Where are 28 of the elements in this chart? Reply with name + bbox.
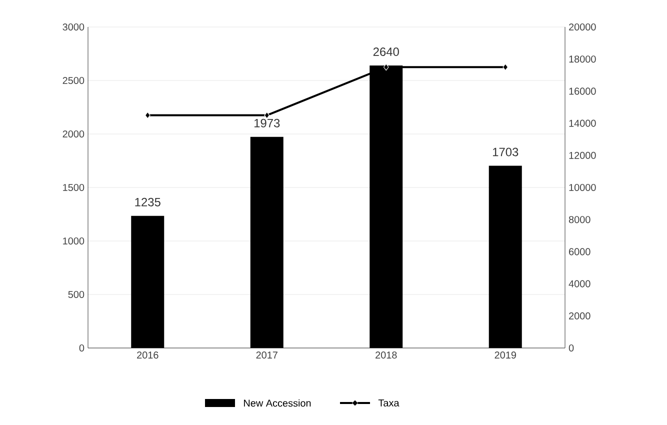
legend-label: Taxa [378,400,400,406]
data-label: 2640 [373,48,399,56]
data-label: 1703 [492,148,518,156]
y-tick-label: 2000 [62,130,84,138]
x-tick-label: 2017 [256,352,278,359]
x-tick-label: 2019 [494,352,516,359]
data-label: 1973 [254,118,280,128]
x-tick-label: 2016 [137,352,158,359]
y-tick-label: 3000 [62,23,84,31]
y2-tick-label: 14000 [569,120,596,127]
x-tick-label: 2018 [376,352,397,359]
y2-tick-label: 0 [568,344,574,352]
y2-tick-label: 2000 [569,312,590,320]
data-label: 1235 [135,198,160,206]
y-tick-label: 1500 [63,184,84,192]
y-tick-label: 500 [68,290,84,298]
y2-tick-label: 10000 [569,184,596,192]
y2-tick-label: 16000 [569,88,596,95]
legend-label: New Accession [244,399,311,407]
y-tick-label: 2500 [62,76,84,84]
y2-tick-label: 20000 [569,23,596,31]
y-tick-label: 1000 [63,237,84,245]
y2-tick-label: 6000 [569,248,590,256]
y2-tick-label: 12000 [569,152,596,159]
y-tick-label: 0 [79,344,84,352]
y2-tick-label: 18000 [569,56,596,63]
y2-tick-label: 4000 [568,280,590,288]
y2-tick-label: 8000 [568,216,590,224]
